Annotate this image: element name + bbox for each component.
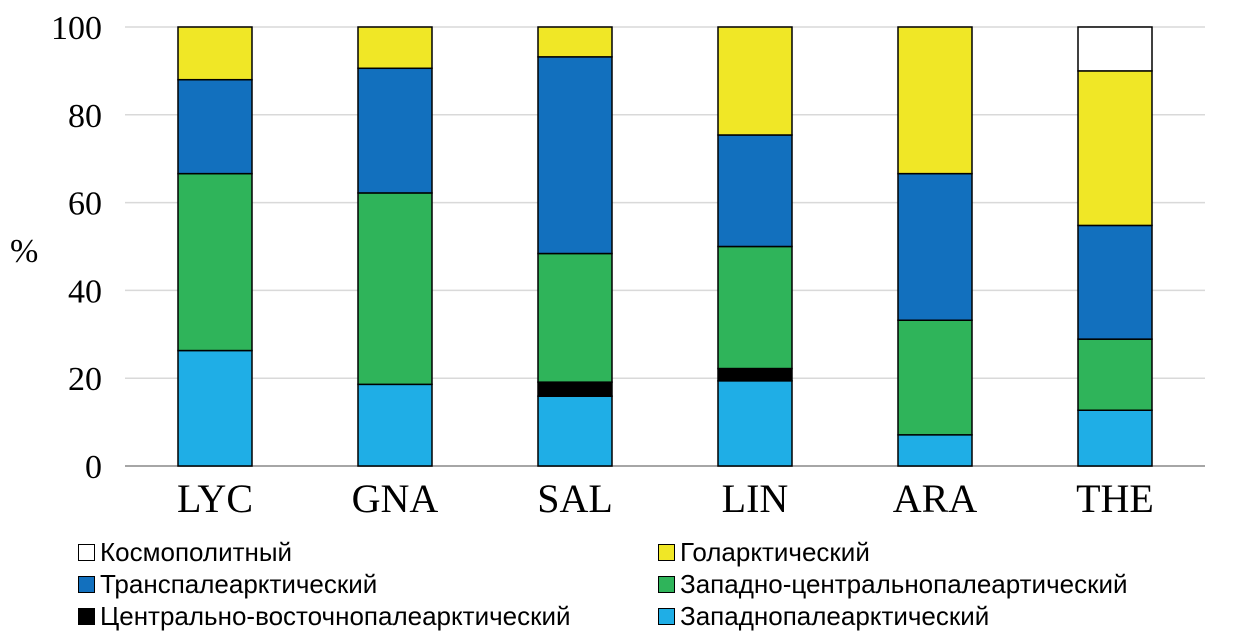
bar-segment — [717, 380, 793, 467]
bar-segment — [357, 383, 433, 467]
grid-lines — [125, 26, 1205, 467]
bar-segment — [717, 26, 793, 136]
bar-segment — [537, 381, 613, 397]
x-category-label: ARA — [893, 476, 978, 521]
bar-segment — [177, 78, 253, 175]
bar-segment — [177, 349, 253, 467]
bar-segment — [1077, 409, 1153, 467]
y-tick-label: 20 — [68, 361, 102, 398]
legend-label: Центрально-восточнопалеарктический — [100, 601, 571, 631]
legend-item: Голарктический — [658, 536, 1228, 568]
y-tick-label: 100 — [51, 10, 102, 47]
bar-segment — [1077, 338, 1153, 411]
bars — [177, 26, 1153, 467]
legend-swatch — [658, 575, 675, 593]
bar-segment — [1077, 26, 1153, 72]
legend-swatch — [658, 543, 675, 561]
bar-segment — [897, 26, 973, 175]
x-category-label: LYC — [177, 476, 253, 521]
bar-segment — [537, 395, 613, 467]
legend-label: Транспалеарктический — [100, 569, 378, 599]
bar-segment — [177, 172, 253, 352]
bar-segment — [897, 434, 973, 467]
bar-segment — [717, 134, 793, 248]
x-category-label: GNA — [352, 476, 439, 521]
bar-segment — [537, 252, 613, 383]
bar-segment — [357, 67, 433, 194]
bar-segment — [537, 26, 613, 58]
x-category-label: SAL — [537, 476, 613, 521]
bar-segment — [537, 56, 613, 255]
bar-segment — [357, 192, 433, 386]
bar-segment — [717, 367, 793, 382]
legend-swatch — [78, 543, 95, 561]
x-category-label: THE — [1076, 476, 1154, 521]
legend-label: Голарктический — [680, 537, 870, 567]
bar-segment — [1077, 224, 1153, 340]
legend-swatch — [78, 607, 95, 625]
legend-label: Западнопалеарктический — [680, 601, 990, 631]
legend-item: Западно-центральнопалеартический — [658, 568, 1228, 600]
bar-segment — [177, 26, 253, 81]
legend-item: Космополитный — [78, 536, 658, 568]
y-tick-label: 60 — [68, 186, 102, 223]
x-category-label: LIN — [722, 476, 789, 521]
legend-label: Западно-центральнопалеартический — [680, 569, 1128, 599]
legend-item: Западнопалеарктический — [658, 600, 1228, 632]
stacked-bar-chart: 0 20 40 60 80 100 % LYC GNA SAL LIN ARA THE — [10, 10, 1205, 521]
legend-swatch — [78, 575, 95, 593]
y-tick-label: 80 — [68, 98, 102, 135]
legend-label: Космополитный — [100, 537, 293, 567]
y-axis-tick-labels: 0 20 40 60 80 100 — [51, 10, 102, 486]
bar-segment — [357, 26, 433, 70]
legend: Космополитный Голарктический Транспалеаркт… — [78, 536, 1228, 632]
bar-segment — [1077, 70, 1153, 227]
legend-swatch — [658, 607, 675, 625]
bar-segment — [717, 245, 793, 370]
y-tick-label: 0 — [85, 449, 102, 486]
y-axis-label: % — [10, 233, 38, 270]
x-axis-category-labels: LYC GNA SAL LIN ARA THE — [177, 476, 1154, 521]
y-tick-label: 40 — [68, 273, 102, 310]
bar-segment — [897, 172, 973, 322]
legend-item: Транспалеарктический — [78, 568, 658, 600]
bar-segment — [897, 319, 973, 436]
legend-item: Центрально-восточнопалеарктический — [78, 600, 658, 632]
